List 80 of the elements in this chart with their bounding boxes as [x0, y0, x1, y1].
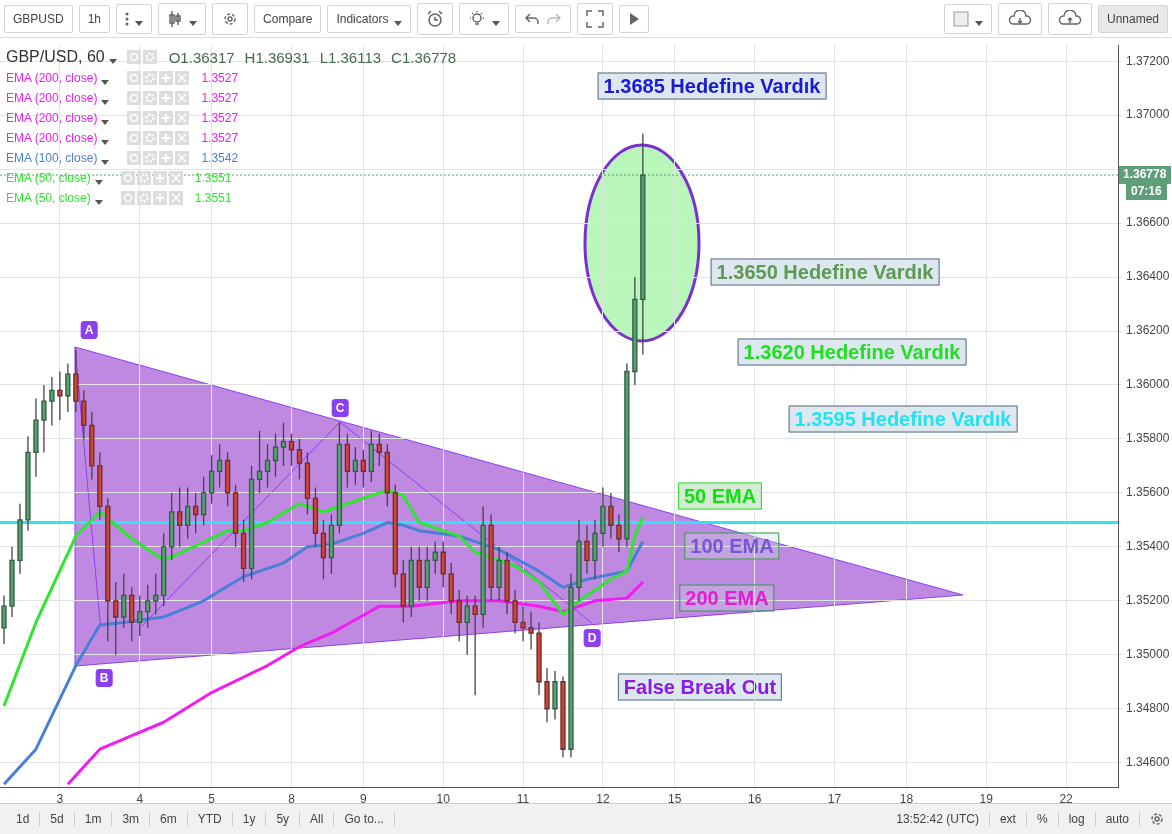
text: EMA (50, close)	[6, 191, 91, 205]
x-tick-label: 15	[668, 791, 682, 806]
annotation: 1.3542	[201, 151, 239, 165]
y-tick-label: 1.37000	[1126, 107, 1170, 122]
text: Unnamed	[1097, 4, 1168, 33]
x-tick-label: 18	[899, 791, 914, 806]
text: log	[1058, 812, 1096, 826]
x-tick-label: 4	[136, 791, 144, 806]
text: 6m	[150, 812, 188, 826]
y-tick-label: 1.35800	[1126, 431, 1170, 446]
text: 1h	[87, 11, 102, 26]
text: Compare	[263, 11, 313, 26]
x-tick-label: 19	[979, 791, 994, 806]
annotation: 1.3527	[201, 71, 239, 85]
y-tick-label: 1.36000	[1126, 377, 1170, 392]
y-tick-label: 1.34800	[1126, 701, 1170, 716]
annotation: 200 EMA	[679, 584, 775, 612]
annotation: 1.3527	[201, 111, 239, 125]
annotation: 1.3551	[194, 191, 232, 205]
text: %	[1026, 812, 1059, 826]
annotation: 1.3527	[201, 91, 239, 105]
annotation: 1.3595 Hedefine Vardık	[788, 405, 1018, 433]
text: auto	[1095, 812, 1140, 826]
ref-line-label: 1.36778	[1123, 167, 1167, 182]
text: EMA (100, close)	[6, 151, 98, 165]
text: 3m	[112, 812, 151, 826]
text: All	[300, 812, 335, 826]
x-tick-label: 3	[56, 791, 64, 806]
annotation: 1.3650 Hedefine Vardık	[710, 258, 940, 286]
x-tick-label: 22	[1059, 791, 1074, 806]
annotation: 1.3551	[194, 171, 232, 185]
annotation: L1.36113	[319, 48, 382, 66]
annotation: 100 EMA	[684, 532, 780, 560]
x-tick-label: 12	[596, 791, 610, 806]
text: Indicators	[336, 11, 389, 26]
annotation: 50 EMA	[677, 482, 763, 510]
text: 1d	[6, 812, 41, 826]
y-tick-label: 1.36200	[1126, 323, 1170, 338]
x-tick-label: 8	[288, 791, 296, 806]
x-tick-label: 10	[436, 791, 451, 806]
y-tick-label: 1.36600	[1126, 215, 1170, 230]
annotation: O1.36317	[168, 48, 235, 66]
text: EMA (50, close)	[6, 171, 91, 185]
x-tick-label: 5	[208, 791, 216, 806]
x-tick-label: 16	[747, 791, 762, 806]
text: EMA (200, close)	[6, 131, 98, 145]
annotation: H1.36931	[244, 48, 310, 66]
text: EMA (200, close)	[6, 71, 98, 85]
annotation: C1.36778	[391, 48, 457, 66]
y-tick-label: 1.35400	[1126, 539, 1170, 554]
y-tick-label: 1.35600	[1126, 485, 1170, 500]
text: GBPUSD	[13, 11, 64, 26]
text: 5d	[40, 812, 75, 826]
text: ext	[989, 812, 1027, 826]
y-tick-label: 1.35000	[1126, 647, 1170, 662]
annotation: A	[80, 321, 98, 339]
y-tick-label: 1.35200	[1126, 593, 1170, 608]
text: EMA (200, close)	[6, 111, 98, 125]
text: 1y	[232, 812, 267, 826]
annotation: 1.3527	[201, 131, 239, 145]
annotation: B	[95, 669, 113, 687]
text: YTD	[187, 812, 233, 826]
x-tick-label: 9	[360, 791, 368, 806]
annotation: 1.3620 Hedefine Vardık	[737, 338, 967, 366]
y-tick-label: 1.34600	[1126, 755, 1170, 770]
y-tick-label: 1.37200	[1126, 53, 1170, 68]
annotation: D	[583, 629, 601, 647]
annotation: 1.3685 Hedefine Vardık	[597, 72, 827, 100]
annotation: GBP/USD, 60	[6, 48, 105, 66]
y-tick-label: 1.36400	[1126, 269, 1170, 284]
text: EMA (200, close)	[6, 91, 98, 105]
annotation: False Break Out	[617, 673, 783, 701]
text: 1m	[74, 812, 113, 826]
text: 13:52:42 (UTC)	[886, 812, 990, 826]
text: 07:16	[1126, 182, 1167, 200]
x-tick-label: 17	[827, 791, 842, 806]
text: Go to...	[334, 812, 395, 826]
annotation: C	[331, 399, 349, 417]
x-tick-label: 11	[516, 791, 530, 806]
text: 5y	[266, 812, 301, 826]
